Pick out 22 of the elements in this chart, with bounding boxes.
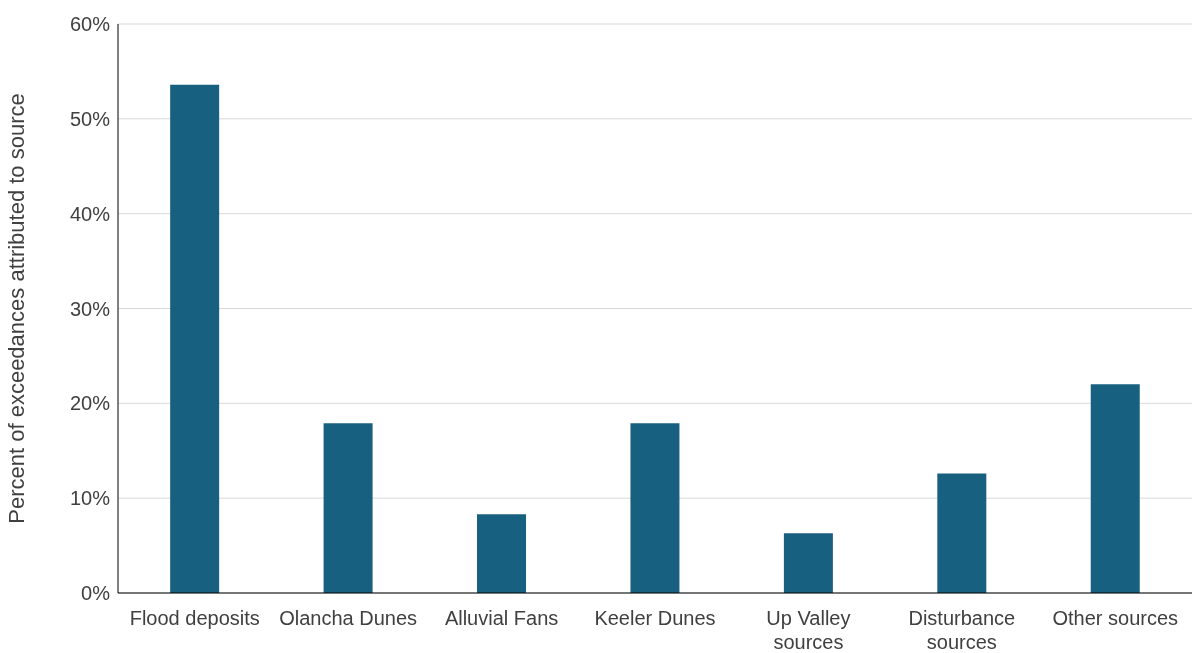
bar <box>1090 384 1140 593</box>
bar <box>783 533 833 593</box>
y-tick-label: 40% <box>69 202 111 225</box>
bar <box>323 423 373 593</box>
y-tick-label: 0% <box>81 582 111 605</box>
x-tick-label: Alluvial Fans <box>444 607 559 629</box>
x-tick-label: Up Valley sources <box>766 607 851 653</box>
y-tick-label: 50% <box>69 107 111 130</box>
y-tick-label: 10% <box>69 487 111 510</box>
y-tick-label: 30% <box>69 297 111 320</box>
y-tick-label: 60% <box>69 13 111 36</box>
x-tick-label: Other sources <box>1052 607 1179 629</box>
y-tick-label: 20% <box>69 392 111 415</box>
x-tick-label: Disturbance sources <box>908 607 1016 653</box>
bar <box>170 84 220 593</box>
x-tick-label: Olancha Dunes <box>279 607 418 629</box>
bar <box>477 514 527 593</box>
x-tick-label: Keeler Dunes <box>594 607 716 629</box>
y-axis-title: Percent of exceedances attributed to source <box>3 93 29 524</box>
bar <box>630 423 680 593</box>
x-tick-label: Flood deposits <box>129 607 260 629</box>
bar <box>937 473 987 593</box>
